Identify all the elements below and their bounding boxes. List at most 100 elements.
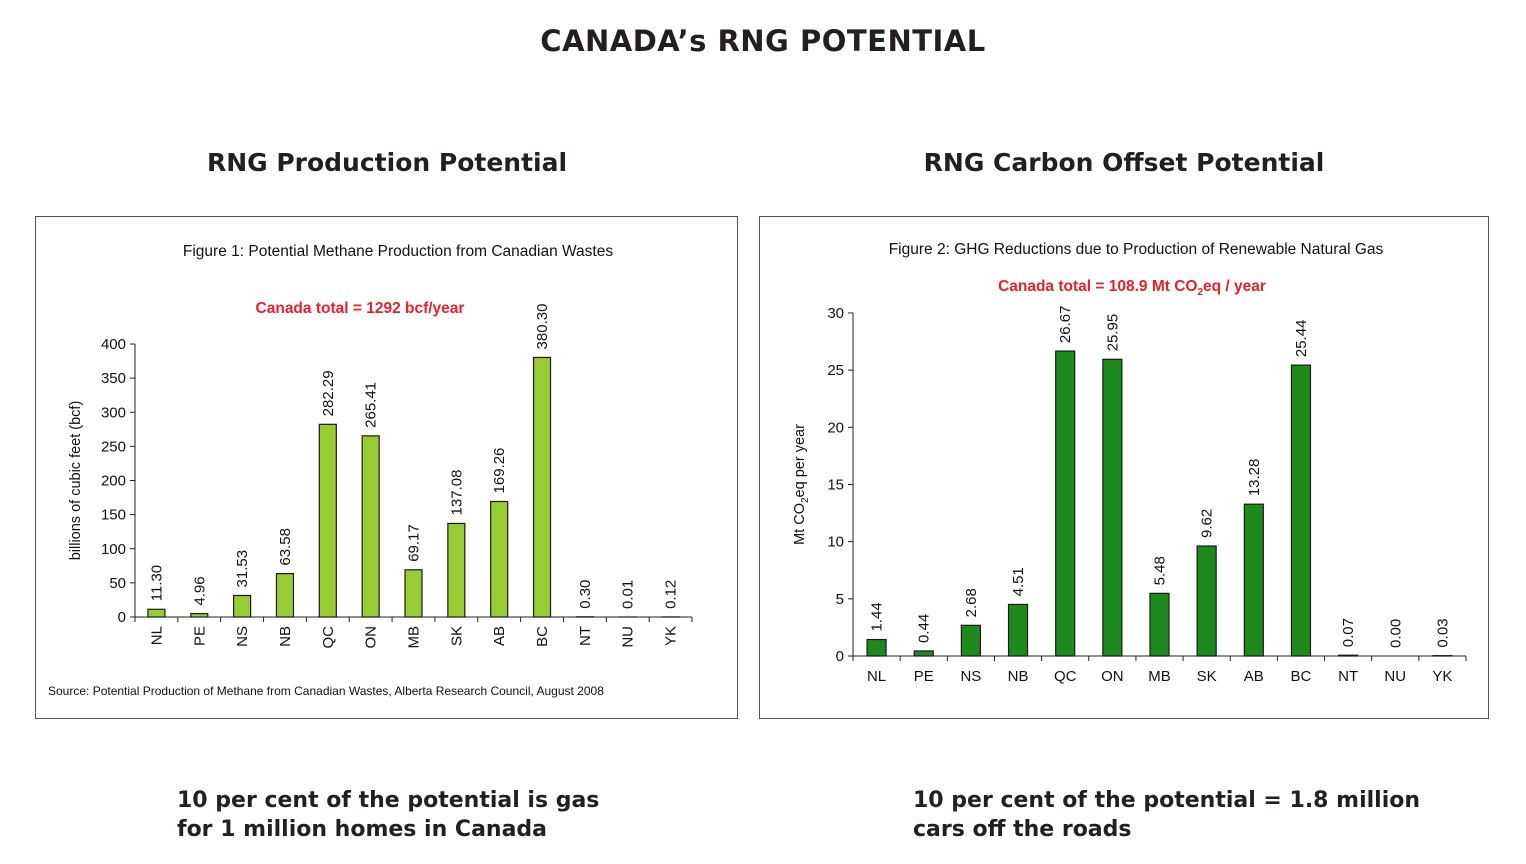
x-tick-label-ab: AB <box>1244 668 1264 685</box>
offset-caption: 10 per cent of the potential = 1.8 milli… <box>913 786 1420 844</box>
value-label-bc: 25.44 <box>1293 320 1310 358</box>
value-label-pe: 0.44 <box>916 614 933 643</box>
value-label-qc: 26.67 <box>1057 306 1074 344</box>
value-label-nu: 0.01 <box>620 580 637 609</box>
value-label-on: 265.41 <box>363 382 380 428</box>
x-tick-label-nu: NU <box>1384 668 1406 685</box>
bar-nl <box>866 638 887 657</box>
methane-production-svg: Figure 1: Potential Methane Production f… <box>48 243 693 698</box>
y-tick-label: 350 <box>101 370 126 387</box>
value-label-sk: 9.62 <box>1199 509 1216 538</box>
ghg-reduction-chart: Figure 2: GHG Reductions due to Producti… <box>759 216 1489 719</box>
x-tick-label-nl: NL <box>867 668 886 685</box>
x-tick-label-ns: NS <box>960 668 981 685</box>
value-label-yk: 0.03 <box>1434 618 1451 647</box>
x-tick-label-sk: SK <box>448 626 465 646</box>
y-tick-label: 200 <box>101 473 126 490</box>
y-tick-label: 400 <box>101 336 126 353</box>
bar-pe <box>913 650 934 657</box>
y-tick-label: 150 <box>101 507 126 524</box>
x-tick-label-mb: MB <box>406 626 423 649</box>
x-tick-label-nb: NB <box>277 626 294 647</box>
x-tick-label-ns: NS <box>234 626 251 647</box>
value-label-pe: 4.96 <box>191 576 208 605</box>
bar-qc <box>1055 350 1076 657</box>
production-caption-line-1: 10 per cent of the potential is gas <box>177 788 600 813</box>
x-tick-label-qc: QC <box>320 626 337 649</box>
x-tick-label-nu: NU <box>620 626 637 648</box>
value-label-yk: 0.12 <box>663 580 680 609</box>
y-tick-label: 0 <box>118 609 126 626</box>
methane-production-chart: Figure 1: Potential Methane Production f… <box>35 216 738 719</box>
y-tick-label: 30 <box>827 305 844 322</box>
value-label-ab: 169.26 <box>491 448 508 494</box>
x-tick-label-yk: YK <box>663 626 680 646</box>
chart-title: Figure 2: GHG Reductions due to Producti… <box>889 241 1384 258</box>
bar-pe <box>190 613 209 618</box>
ghg-reduction-svg: Figure 2: GHG Reductions due to Producti… <box>792 241 1467 685</box>
y-axis-label: Mt CO2eq per year <box>792 424 811 545</box>
value-label-ns: 2.68 <box>963 588 980 617</box>
y-tick-label: 50 <box>109 575 126 592</box>
bar-nb <box>275 573 295 618</box>
value-label-nb: 4.51 <box>1010 567 1027 596</box>
x-tick-label-yk: YK <box>1432 668 1452 685</box>
y-tick-label: 5 <box>836 591 844 608</box>
x-tick-label-mb: MB <box>1148 668 1171 685</box>
y-tick-label: 25 <box>827 362 844 379</box>
x-tick-label-pe: PE <box>191 626 208 646</box>
offset-caption-line-1: 10 per cent of the potential = 1.8 milli… <box>913 788 1421 813</box>
bar-bc <box>532 356 552 618</box>
x-tick-label-ab: AB <box>491 626 508 646</box>
production-caption-line-2: for 1 million homes in Canada <box>177 817 548 842</box>
value-label-nu: 0.00 <box>1387 619 1404 648</box>
y-tick-label: 20 <box>827 419 844 436</box>
bar-ns <box>233 594 252 618</box>
y-tick-label: 15 <box>827 477 844 494</box>
value-label-sk: 137.08 <box>448 470 465 516</box>
y-tick-label: 0 <box>836 648 844 665</box>
x-tick-label-bc: BC <box>534 626 551 647</box>
value-label-qc: 282.29 <box>320 370 337 416</box>
y-tick-label: 100 <box>101 541 126 558</box>
x-tick-label-pe: PE <box>914 668 934 685</box>
chart-source: Source: Potential Production of Methane … <box>48 684 604 698</box>
value-label-nl: 1.44 <box>869 602 886 631</box>
x-tick-label-nt: NT <box>577 626 594 646</box>
bar-on <box>1102 358 1123 657</box>
value-label-nl: 11.30 <box>148 565 165 601</box>
carbon-offset-heading: RNG Carbon Offset Potential <box>923 148 1325 177</box>
x-tick-label-nb: NB <box>1008 668 1029 685</box>
x-tick-label-qc: QC <box>1054 668 1077 685</box>
bar-sk <box>1196 545 1217 657</box>
bar-ns <box>960 624 981 657</box>
bar-mb <box>404 569 423 618</box>
bar-nb <box>1007 603 1029 657</box>
chart-total-annotation: Canada total = 1292 bcf/year <box>256 300 465 317</box>
y-tick-label: 250 <box>101 438 126 455</box>
y-tick-label: 10 <box>827 534 844 551</box>
bar-nl <box>147 608 166 618</box>
y-axis-label: billions of cubic feet (bcf) <box>68 401 84 561</box>
value-label-nb: 63.58 <box>277 528 294 566</box>
bar-qc <box>318 423 337 618</box>
x-tick-label-on: ON <box>1101 668 1124 685</box>
x-tick-label-bc: BC <box>1291 668 1312 685</box>
bar-on <box>361 435 380 618</box>
chart-total-annotation: Canada total = 108.9 Mt CO2eq / year <box>998 278 1266 298</box>
bar-nt <box>1338 654 1359 657</box>
value-label-ab: 13.28 <box>1246 459 1263 497</box>
production-caption: 10 per cent of the potential is gas for … <box>177 786 599 844</box>
x-tick-label-nl: NL <box>148 626 165 645</box>
value-label-ns: 31.53 <box>234 550 251 588</box>
offset-caption-line-2: cars off the roads <box>913 817 1132 842</box>
bar-mb <box>1149 592 1170 657</box>
x-tick-label-nt: NT <box>1338 668 1358 685</box>
bar-bc <box>1290 364 1312 657</box>
value-label-mb: 69.17 <box>406 524 423 562</box>
value-label-nt: 0.07 <box>1340 618 1357 647</box>
y-tick-label: 300 <box>101 404 126 421</box>
bar-ab <box>490 500 509 618</box>
bar-sk <box>447 522 466 618</box>
value-label-nt: 0.30 <box>577 580 594 609</box>
